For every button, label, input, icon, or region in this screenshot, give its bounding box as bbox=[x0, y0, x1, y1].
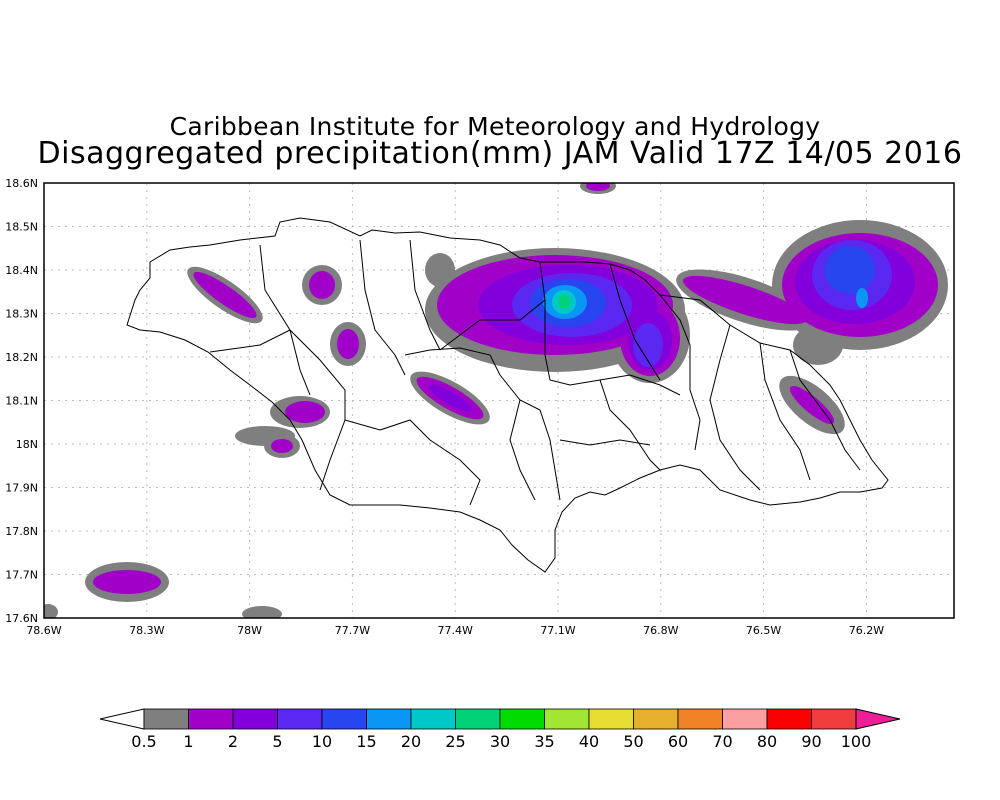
colorbar-box bbox=[766, 708, 812, 730]
precip-area bbox=[633, 323, 663, 367]
precip-area bbox=[856, 288, 868, 308]
colorbar-box bbox=[544, 708, 590, 730]
precipitation-field bbox=[44, 183, 948, 618]
lon-tick-label: 77.4W bbox=[438, 624, 473, 637]
coastline bbox=[126, 217, 889, 573]
colorbar-label: 30 bbox=[490, 732, 510, 751]
colorbar-label: 100 bbox=[841, 732, 872, 751]
lon-tick-label: 77.1W bbox=[540, 624, 575, 637]
colorbar-label: 50 bbox=[623, 732, 643, 751]
colorbar-arrow-low bbox=[99, 708, 145, 730]
colorbar-label: 70 bbox=[712, 732, 732, 751]
colorbar-boxes bbox=[99, 708, 901, 730]
precip-area bbox=[285, 401, 325, 423]
precip-area bbox=[586, 183, 610, 191]
colorbar-label: 10 bbox=[312, 732, 332, 751]
precip-area bbox=[242, 606, 282, 618]
lon-tick-label: 77.7W bbox=[335, 624, 370, 637]
colorbar-box bbox=[811, 708, 857, 730]
colorbar-label: 5 bbox=[272, 732, 282, 751]
colorbar-label: 25 bbox=[445, 732, 465, 751]
colorbar-label: 15 bbox=[356, 732, 376, 751]
lat-tick-label: 18N bbox=[16, 438, 38, 451]
precip-area bbox=[44, 604, 58, 618]
colorbar-label: 40 bbox=[579, 732, 599, 751]
colorbar-box bbox=[455, 708, 501, 730]
lon-tick-label: 78W bbox=[237, 624, 262, 637]
latitude-labels: 18.6N 18.5N 18.4N 18.3N 18.2N 18.1N 18N 17.9N 17… bbox=[5, 177, 38, 625]
longitude-labels: 78.6W 78.3W 78W 77.7W 77.4W 77.1W 76.8W 76.5W 76… bbox=[26, 624, 884, 637]
map-title: Caribbean Institute for Meteorology and … bbox=[169, 112, 821, 141]
lon-tick-label: 76.5W bbox=[746, 624, 781, 637]
colorbar-label: 60 bbox=[668, 732, 688, 751]
lat-tick-label: 17.8N bbox=[5, 525, 38, 538]
lat-tick-label: 18.6N bbox=[5, 177, 38, 190]
colorbar-box bbox=[410, 708, 456, 730]
precip-area bbox=[193, 271, 257, 319]
lat-tick-label: 17.9N bbox=[5, 482, 38, 495]
colorbar-label: 20 bbox=[401, 732, 421, 751]
colorbar-label: 2 bbox=[228, 732, 238, 751]
lat-tick-label: 18.3N bbox=[5, 308, 38, 321]
colorbar-label: 0.5 bbox=[131, 732, 156, 751]
precip-area bbox=[825, 246, 875, 294]
precip-area bbox=[271, 439, 293, 453]
colorbar-box bbox=[722, 708, 768, 730]
precip-area bbox=[337, 329, 359, 359]
colorbar-box bbox=[588, 708, 634, 730]
colorbar-label: 1 bbox=[183, 732, 193, 751]
lon-tick-label: 76.8W bbox=[643, 624, 678, 637]
precip-area bbox=[789, 385, 835, 425]
precip-area bbox=[558, 295, 570, 309]
precip-area bbox=[793, 325, 843, 365]
lon-tick-label: 76.2W bbox=[849, 624, 884, 637]
precip-area bbox=[428, 384, 472, 412]
colorbar-box bbox=[677, 708, 723, 730]
map-subtitle: Disaggregated precipitation(mm) JAM Vali… bbox=[37, 136, 963, 171]
precip-area bbox=[309, 271, 335, 299]
lon-tick-label: 78.3W bbox=[129, 624, 164, 637]
jamaica-outline bbox=[126, 217, 889, 573]
colorbar-labels: 0.5 1 2 5 10 15 20 25 30 35 40 50 60 70 80 90 100 bbox=[131, 732, 871, 751]
colorbar-label: 80 bbox=[757, 732, 777, 751]
colorbar-box bbox=[633, 708, 679, 730]
precip-area bbox=[425, 253, 455, 287]
lat-tick-label: 18.2N bbox=[5, 351, 38, 364]
precip-area bbox=[93, 570, 161, 594]
plot-frame bbox=[43, 182, 955, 619]
lat-tick-label: 17.7N bbox=[5, 569, 38, 582]
lat-tick-label: 17.6N bbox=[5, 612, 38, 625]
colorbar-box bbox=[321, 708, 367, 730]
lat-tick-label: 18.5N bbox=[5, 221, 38, 234]
precip-area bbox=[683, 275, 807, 325]
lat-tick-label: 18.4N bbox=[5, 264, 38, 277]
colorbar-box bbox=[188, 708, 234, 730]
colorbar-label: 90 bbox=[801, 732, 821, 751]
colorbar-arrow-high bbox=[855, 708, 901, 730]
lat-tick-label: 18.1N bbox=[5, 395, 38, 408]
colorbar-label: 35 bbox=[534, 732, 554, 751]
colorbar-box bbox=[232, 708, 278, 730]
colorbar-box bbox=[143, 708, 189, 730]
colorbar-box bbox=[277, 708, 323, 730]
lon-tick-label: 78.6W bbox=[26, 624, 61, 637]
colorbar-box bbox=[366, 708, 412, 730]
colorbar-box bbox=[499, 708, 545, 730]
